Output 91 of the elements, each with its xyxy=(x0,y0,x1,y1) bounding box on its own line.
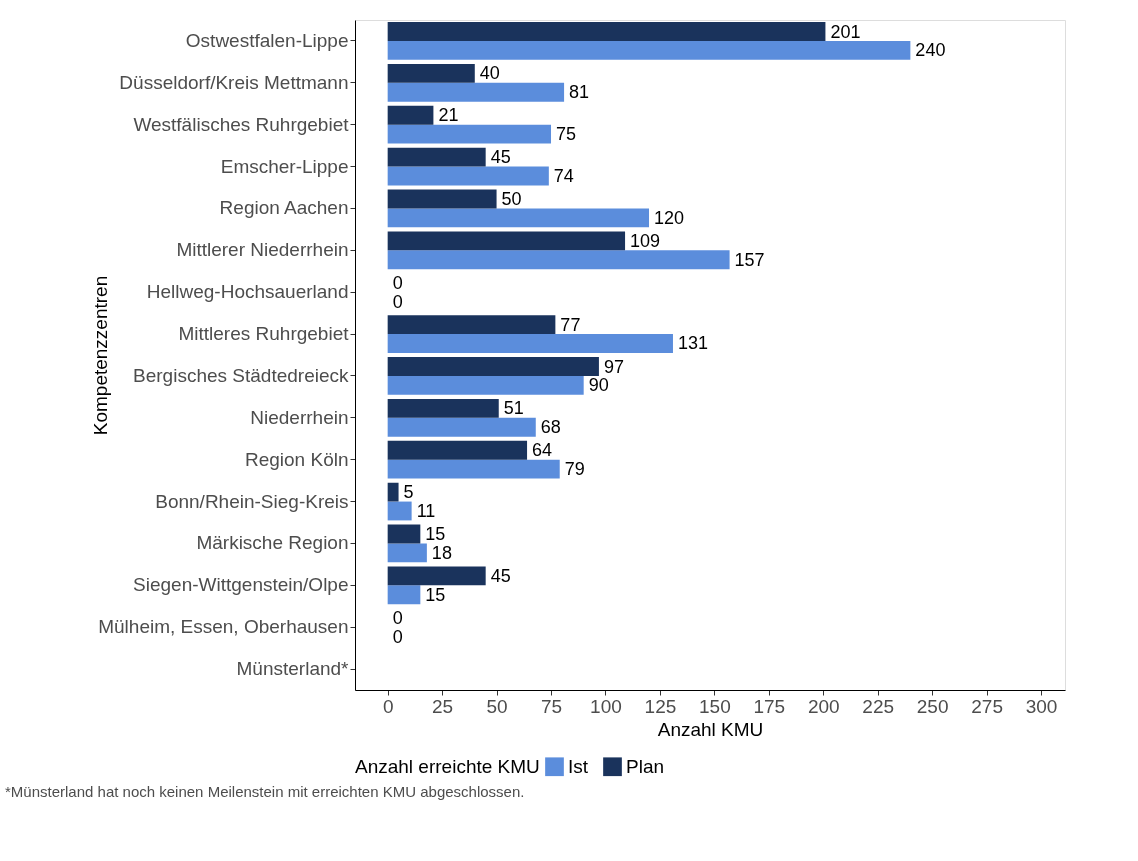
x-tick-label: 25 xyxy=(432,695,454,717)
bar xyxy=(387,524,421,544)
data-label: 21 xyxy=(438,105,459,126)
data-label: 5 xyxy=(403,482,414,503)
data-label: 120 xyxy=(654,207,685,228)
y-tick-label: Bergisches Städtedreieck xyxy=(133,364,349,386)
legend-label: Ist xyxy=(568,755,589,777)
x-tick-label: 250 xyxy=(916,695,949,717)
x-tick-label: 300 xyxy=(1025,695,1058,717)
bar xyxy=(387,585,421,605)
data-label: 0 xyxy=(392,291,403,312)
data-label: 109 xyxy=(630,230,661,251)
bar xyxy=(387,440,528,460)
text: *Münsterland hat noch keinen Meilenstein mit erreichten KMU abgeschlossen. xyxy=(5,783,525,800)
bar xyxy=(387,40,911,60)
data-label: 45 xyxy=(490,565,511,586)
x-tick-label: 75 xyxy=(540,695,563,717)
bar xyxy=(387,375,584,395)
bar xyxy=(387,417,536,437)
data-label: 18 xyxy=(431,542,452,563)
data-label: 50 xyxy=(501,189,522,210)
bar xyxy=(387,82,565,102)
y-tick-label: Düsseldorf/Kreis Mettmann xyxy=(119,71,349,93)
data-label: 68 xyxy=(540,417,561,438)
bar xyxy=(387,315,556,335)
x-tick-label: 150 xyxy=(699,695,731,717)
data-label: 15 xyxy=(425,524,446,545)
x-tick-label: 0 xyxy=(382,695,394,717)
y-tick-label: Mittlerer Niederrhein xyxy=(176,239,349,261)
y-tick-label: Region Aachen xyxy=(219,197,349,219)
bar xyxy=(387,459,560,479)
data-label: 81 xyxy=(569,82,590,103)
bar xyxy=(387,398,499,418)
y-tick-label: Mittleres Ruhrgebiet xyxy=(178,323,350,345)
data-label: 157 xyxy=(734,249,765,270)
data-label: 64 xyxy=(532,440,553,461)
bar xyxy=(387,105,434,125)
x-tick-label: 275 xyxy=(971,695,1003,717)
bar xyxy=(387,124,552,144)
data-label: 0 xyxy=(392,607,403,628)
data-label: 90 xyxy=(588,375,609,396)
bar xyxy=(387,482,399,502)
data-label: 131 xyxy=(677,333,709,354)
data-label: 201 xyxy=(830,21,861,42)
x-tick-label: 175 xyxy=(753,695,786,717)
x-tick-label: 50 xyxy=(486,695,508,717)
y-tick-label: Emscher-Lippe xyxy=(220,155,349,177)
data-label: 51 xyxy=(503,398,524,419)
bar xyxy=(387,22,826,41)
data-label: 74 xyxy=(553,165,574,186)
data-label: 0 xyxy=(392,626,403,647)
data-label: 0 xyxy=(392,272,403,293)
y-tick-label: Westfälisches Ruhrgebiet xyxy=(133,113,350,135)
data-label: 15 xyxy=(425,584,446,605)
bar xyxy=(387,63,475,83)
data-label: 11 xyxy=(416,500,436,521)
bar xyxy=(387,334,673,353)
legend-label: Plan xyxy=(626,755,665,777)
bar xyxy=(387,250,730,270)
x-axis-title: Anzahl KMU xyxy=(657,718,764,740)
x-tick-label: 200 xyxy=(807,695,840,717)
bar xyxy=(387,147,486,167)
bar xyxy=(387,189,497,209)
y-tick-label: Siegen-Wittgenstein/Olpe xyxy=(133,574,349,596)
y-tick-label: Niederrhein xyxy=(250,406,349,428)
bar xyxy=(387,231,626,251)
data-label: 75 xyxy=(556,124,577,145)
x-tick-label: 125 xyxy=(644,695,677,717)
bar xyxy=(387,357,599,376)
bar xyxy=(387,566,486,586)
y-tick-label: Bonn/Rhein-Sieg-Kreis xyxy=(155,490,349,512)
y-axis-title: Kompetenzzentren xyxy=(89,275,111,436)
data-label: 79 xyxy=(564,459,585,480)
legend-title: Anzahl erreichte KMU xyxy=(355,756,540,777)
bar xyxy=(387,501,412,521)
data-label: 97 xyxy=(603,356,624,377)
bar xyxy=(387,166,549,186)
x-tick-label: 225 xyxy=(862,695,895,717)
bar xyxy=(387,208,650,228)
data-label: 77 xyxy=(560,314,581,335)
y-tick-label: Region Köln xyxy=(244,448,349,470)
y-tick-label: Mülheim, Essen, Oberhausen xyxy=(98,616,349,638)
y-tick-label: Münsterland* xyxy=(236,658,350,680)
x-tick-label: 100 xyxy=(590,695,622,717)
y-tick-label: Märkische Region xyxy=(196,532,349,554)
y-tick-label: Hellweg-Hochsauerland xyxy=(146,281,349,303)
bar xyxy=(387,543,427,563)
data-label: 40 xyxy=(479,63,500,84)
data-label: 45 xyxy=(490,147,511,168)
y-tick-label: Ostwestfalen-Lippe xyxy=(185,29,349,51)
data-label: 240 xyxy=(915,40,946,61)
